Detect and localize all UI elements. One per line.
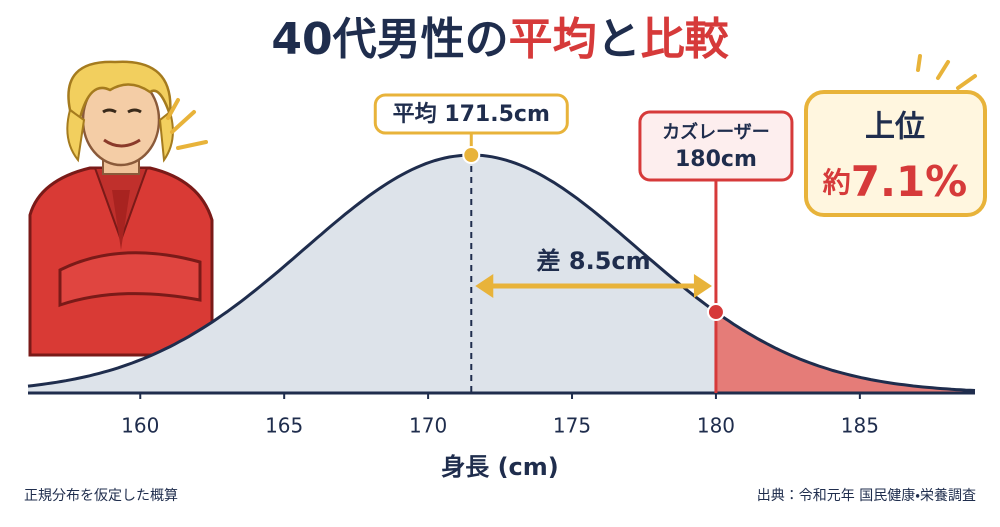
x-tick-label: 165 <box>265 414 303 438</box>
title-part: と <box>597 14 641 65</box>
person-illustration <box>28 60 214 357</box>
marker-name: カズレーザー <box>662 121 770 143</box>
rank-box: 上位 約7.1% <box>804 54 987 217</box>
upper-tail-area <box>715 312 975 393</box>
marker-label-box <box>638 110 794 182</box>
x-tick-label: 160 <box>121 414 159 438</box>
rank-value: 7.1% <box>851 157 967 206</box>
marker-label: 180cm <box>675 147 757 172</box>
title-part: 平均 <box>509 14 597 65</box>
rank-prefix: 上位 <box>865 110 925 145</box>
rank-label-prefix: 約 <box>822 166 851 199</box>
x-tick-label: 180 <box>697 414 735 438</box>
mean-label-box <box>373 93 569 135</box>
marker-point <box>706 303 725 322</box>
mean-label: 平均 171.5cm <box>393 101 550 127</box>
x-tick-label: 170 <box>409 414 447 438</box>
rank-label: 約7.1% <box>822 157 968 206</box>
distribution-curve <box>27 153 976 392</box>
difference-label: 差 8.5cm <box>537 247 651 275</box>
mean-point <box>462 146 481 164</box>
source: 出典：令和元年 国民健康・栄養調査 <box>757 487 976 504</box>
x-tick-label: 185 <box>841 414 879 438</box>
title-part: 比較 <box>641 14 730 65</box>
note: 正規分布を仮定した概算 <box>24 488 178 504</box>
title-part: 40代男性の <box>271 14 508 65</box>
arrow-head <box>475 274 494 298</box>
arrow-head <box>693 274 712 298</box>
x-tick-label: 175 <box>553 414 591 438</box>
chart-title: 40代男性の平均と比較 <box>271 14 729 65</box>
x-axis-label: 身長 (cm) <box>441 453 559 481</box>
